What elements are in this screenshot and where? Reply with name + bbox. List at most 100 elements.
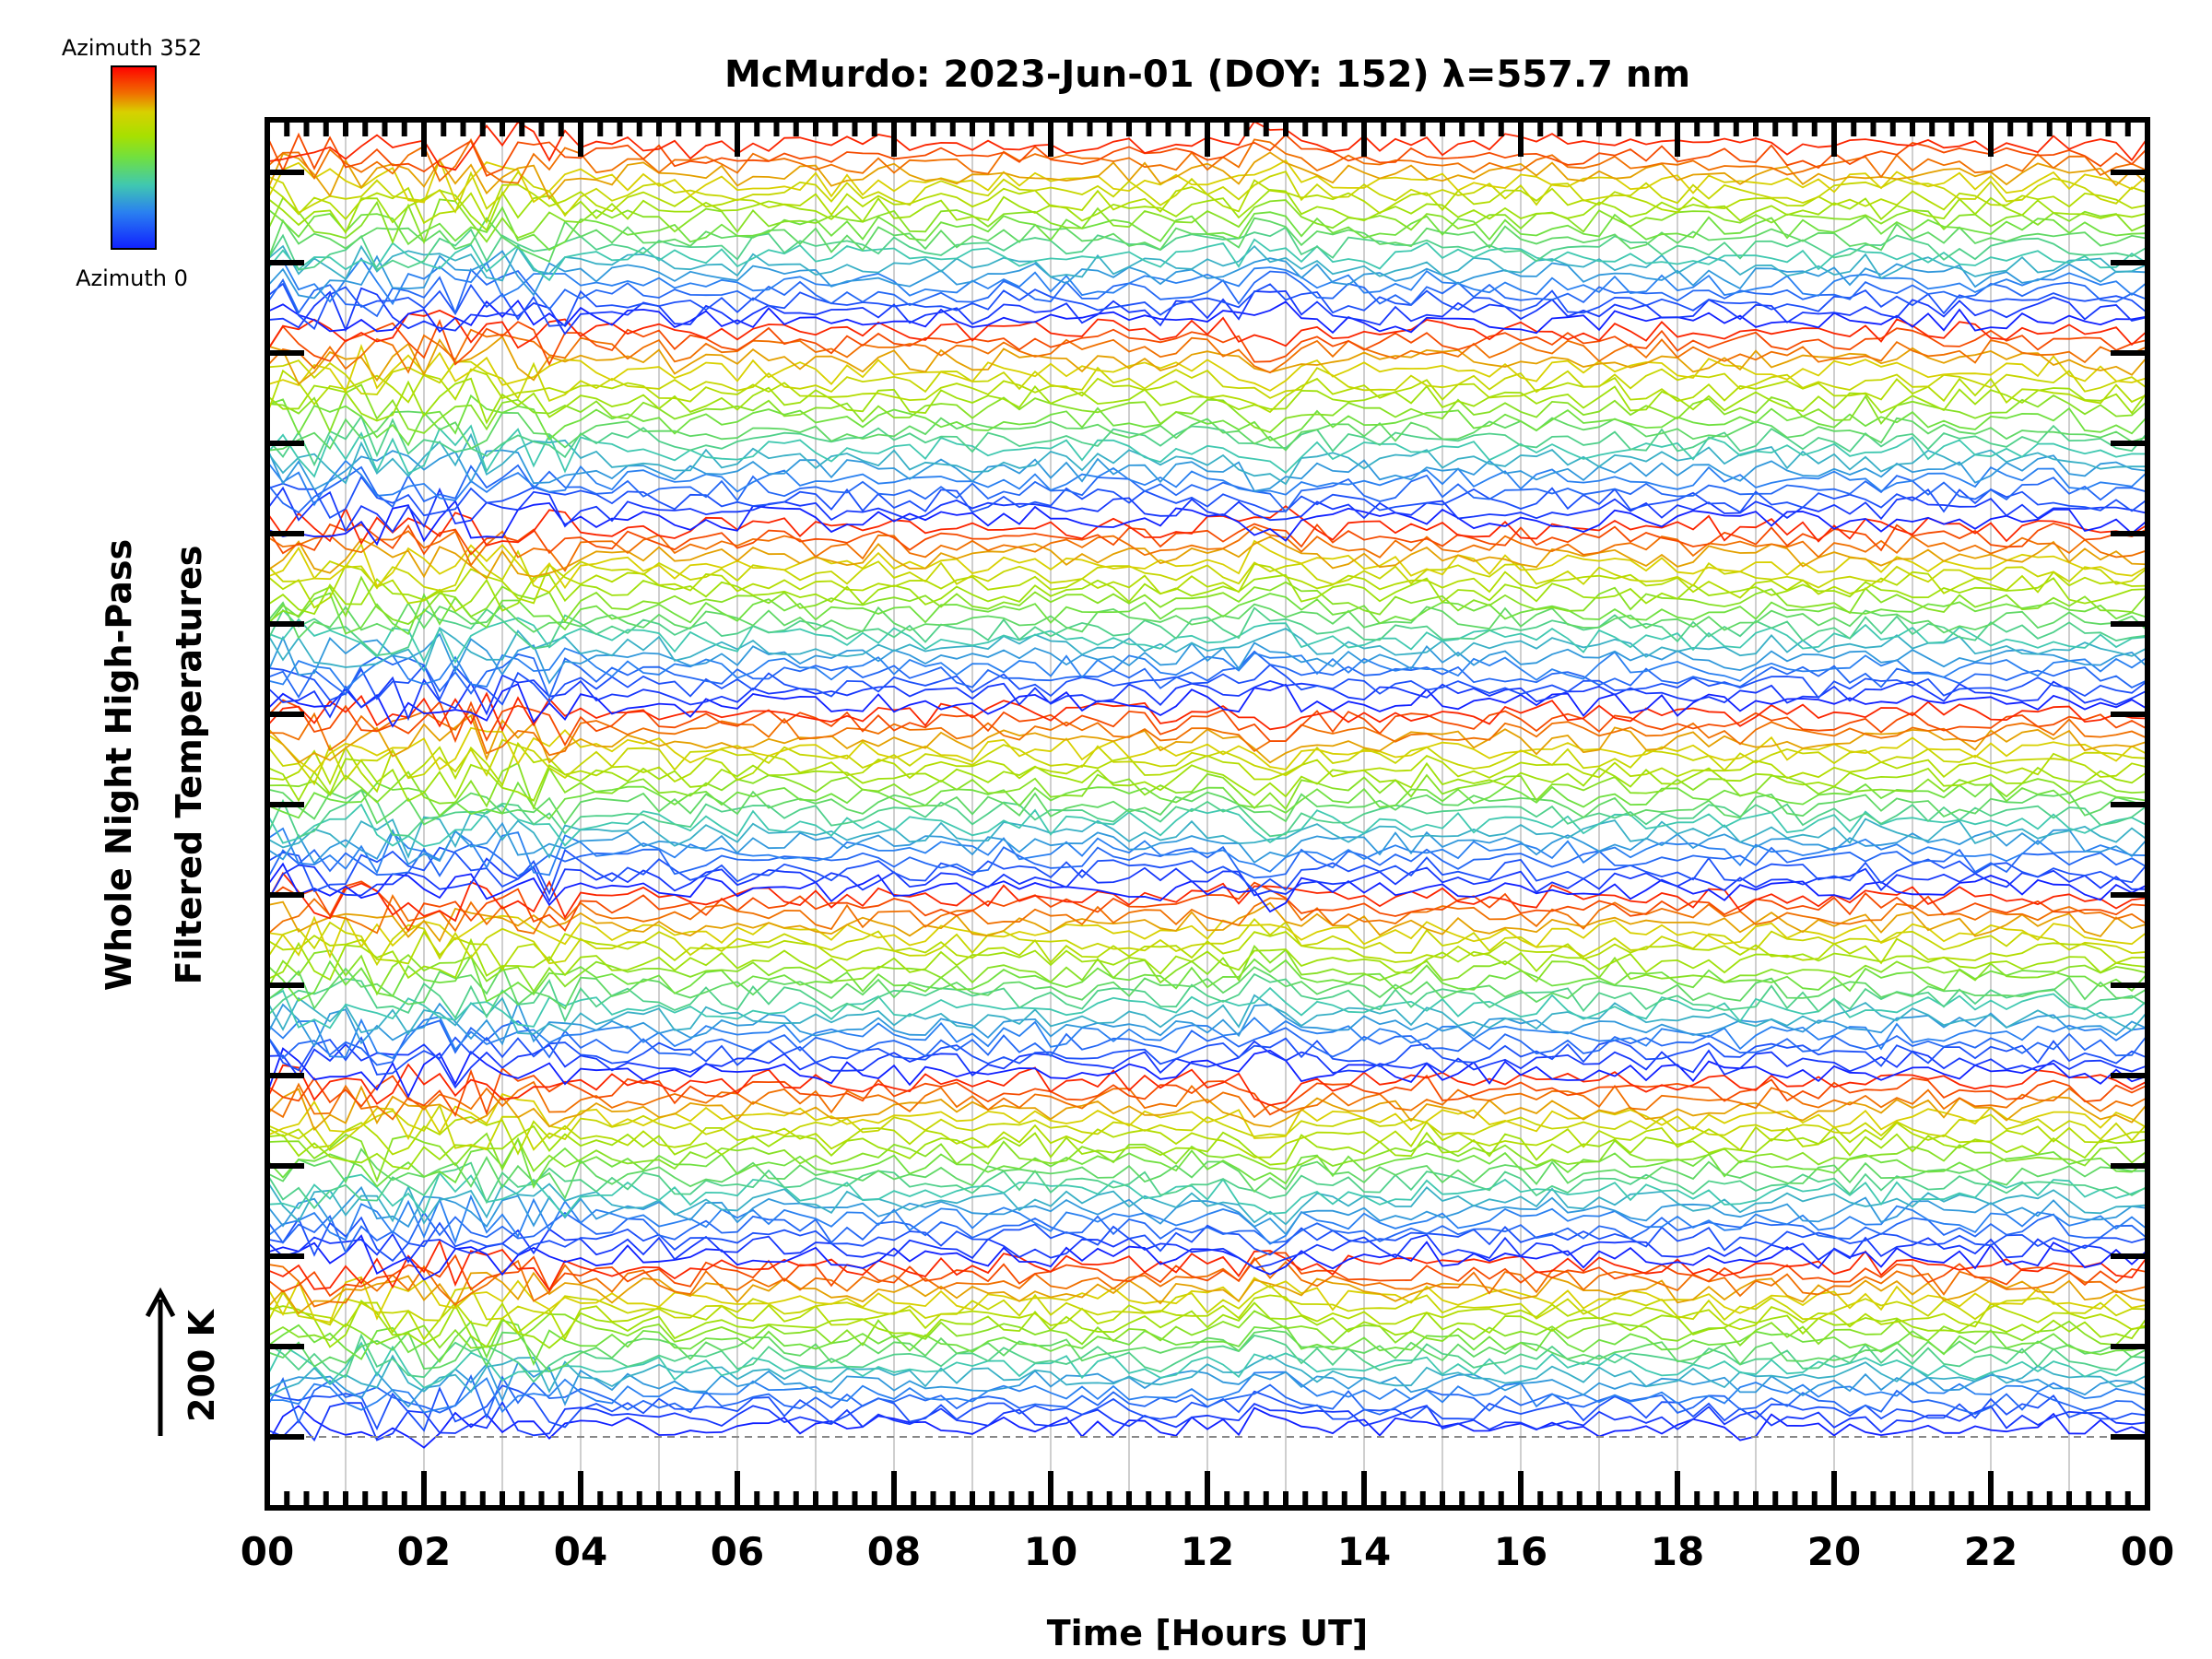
- trace-az-88-group-4: [269, 821, 2146, 866]
- trace-az-88-group-1: [269, 1360, 2146, 1408]
- trace-az-70-group-4: [269, 827, 2146, 877]
- trace-az-106-group-3: [269, 994, 2146, 1036]
- trace-az-176-group-6: [269, 394, 2146, 447]
- x-tick-labels: 00 02 04 06 08 10 12 14 16 18 20 22 00: [241, 1529, 2174, 1574]
- trace-az-282-group-3: [269, 900, 2146, 943]
- trace-az-158-group-3: [269, 964, 2146, 1010]
- trace-az-299-group-3: [269, 894, 2146, 935]
- trace-az-141-group-2: [269, 1161, 2146, 1210]
- trace-az-0-group-3: [269, 1047, 2146, 1099]
- trace-az-194-group-1: [269, 1310, 2146, 1349]
- trace-az-141-group-6: [269, 415, 2146, 467]
- x-tick-label: 00: [241, 1529, 294, 1574]
- trace-az-0-group-5: [269, 682, 2146, 728]
- trace-az-211-group-2: [269, 1124, 2146, 1171]
- trace-az-246-group-2: [269, 1103, 2146, 1152]
- trace-az-211-group-1: [269, 1299, 2146, 1349]
- trace-az-0-group-1: [269, 1405, 2146, 1449]
- trace-az-123-group-7: [269, 238, 2146, 282]
- trace-az-282-group-1: [269, 1271, 2146, 1315]
- trace-az-334-group-4: [269, 691, 2146, 733]
- x-tick-label: 16: [1494, 1529, 1547, 1574]
- trace-az-70-group-1: [269, 1371, 2146, 1414]
- trace-az-264-group-1: [269, 1276, 2146, 1324]
- trace-az-0-group-6: [269, 500, 2146, 547]
- trace-az-264-group-2: [269, 1092, 2146, 1141]
- trace-az-70-group-3: [269, 1016, 2146, 1060]
- trace-az-88-group-6: [269, 449, 2146, 492]
- trace-az-229-group-6: [269, 368, 2146, 414]
- trace-az-35-group-5: [269, 664, 2146, 706]
- x-tick-label: 04: [554, 1529, 607, 1574]
- trace-az-334-group-1: [269, 1239, 2146, 1292]
- trace-az-70-group-6: [269, 459, 2146, 507]
- x-tick-label: 06: [711, 1529, 764, 1574]
- trace-az-282-group-5: [269, 535, 2146, 580]
- trace-az-158-group-5: [269, 601, 2146, 640]
- trace-az-88-group-5: [269, 632, 2146, 685]
- trace-az-176-group-4: [269, 781, 2146, 820]
- trace-az-35-group-7: [269, 282, 2146, 331]
- trace-az-246-group-6: [269, 359, 2146, 402]
- trace-az-282-group-7: [269, 151, 2146, 200]
- trace-az-141-group-4: [269, 789, 2146, 839]
- trace-az-18-group-4: [269, 857, 2146, 903]
- trace-az-18-group-3: [269, 1040, 2146, 1089]
- axis-ticks: [267, 120, 2147, 1508]
- trace-az-35-group-4: [269, 846, 2146, 896]
- trace-az-88-group-2: [269, 1185, 2146, 1236]
- trace-az-194-group-7: [269, 196, 2146, 245]
- trace-az-158-group-4: [269, 788, 2146, 826]
- trace-az-282-group-6: [269, 335, 2146, 385]
- trace-az-246-group-3: [269, 917, 2146, 967]
- trace-az-211-group-7: [269, 188, 2146, 235]
- trace-az-299-group-1: [269, 1256, 2146, 1308]
- trace-az-123-group-5: [269, 617, 2146, 665]
- colorbar-top-label: Azimuth 352: [62, 35, 202, 61]
- traces: [269, 122, 2146, 1449]
- scale-label: 200 K: [182, 1308, 222, 1422]
- trace-az-88-group-3: [269, 1001, 2146, 1048]
- trace-az-317-group-4: [269, 699, 2146, 747]
- x-tick-label: 12: [1181, 1529, 1234, 1574]
- x-axis-label: Time [Hours UT]: [1047, 1613, 1369, 1653]
- trace-az-123-group-6: [269, 424, 2146, 478]
- trace-az-88-group-7: [269, 250, 2146, 300]
- trace-az-194-group-5: [269, 575, 2146, 626]
- trace-az-106-group-7: [269, 244, 2146, 282]
- trace-az-246-group-5: [269, 549, 2146, 594]
- trace-az-53-group-5: [269, 650, 2146, 700]
- trace-az-317-group-1: [269, 1252, 2146, 1298]
- trace-az-264-group-6: [269, 344, 2146, 394]
- trace-az-18-group-7: [269, 287, 2146, 335]
- trace-az-229-group-1: [269, 1294, 2146, 1341]
- trace-az-299-group-2: [269, 1080, 2146, 1121]
- trace-az-317-group-2: [269, 1066, 2146, 1118]
- trace-az-264-group-3: [269, 914, 2146, 959]
- colorbar-bottom-label: Azimuth 0: [76, 265, 188, 291]
- trace-az-264-group-7: [269, 157, 2146, 204]
- trace-az-176-group-2: [269, 1136, 2146, 1189]
- trace-az-229-group-5: [269, 562, 2146, 609]
- trace-az-194-group-3: [269, 945, 2146, 996]
- x-tick-label: 00: [2121, 1529, 2174, 1574]
- trace-az-158-group-1: [269, 1329, 2146, 1373]
- trace-az-123-group-1: [269, 1341, 2146, 1389]
- trace-az-334-group-6: [269, 309, 2146, 349]
- trace-az-334-group-2: [269, 1063, 2146, 1107]
- trace-az-299-group-4: [269, 708, 2146, 757]
- x-tick-label: 10: [1024, 1529, 1077, 1574]
- trace-az-141-group-1: [269, 1333, 2146, 1383]
- trace-az-194-group-6: [269, 383, 2146, 434]
- trace-az-299-group-5: [269, 525, 2146, 572]
- trace-az-106-group-5: [269, 626, 2146, 673]
- x-tick-label: 22: [1964, 1529, 2018, 1574]
- trace-az-158-group-6: [269, 410, 2146, 452]
- trace-az-246-group-4: [269, 738, 2146, 786]
- trace-az-211-group-3: [269, 937, 2146, 982]
- trace-az-106-group-2: [269, 1182, 2146, 1226]
- trace-az-53-group-7: [269, 267, 2146, 318]
- trace-az-176-group-1: [269, 1319, 2146, 1367]
- trace-az-35-group-6: [269, 475, 2146, 520]
